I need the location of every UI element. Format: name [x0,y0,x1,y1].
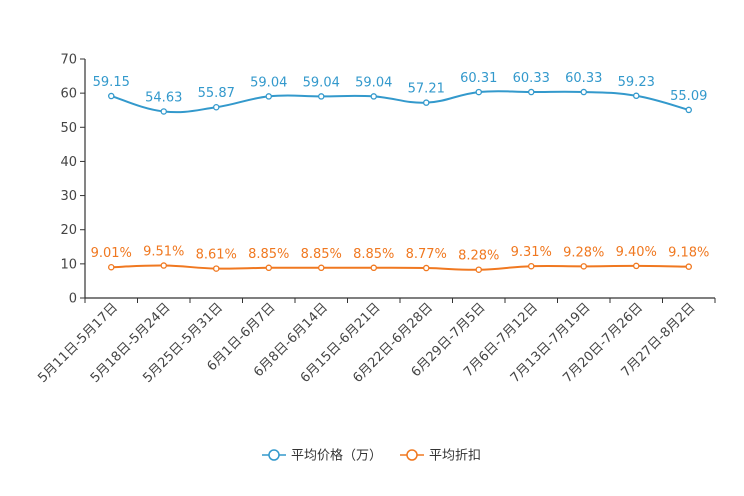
legend-label: 平均价格（万） [291,448,382,464]
data-point[interactable] [475,88,482,96]
data-point[interactable] [580,263,588,270]
series-0: 59.15 54.63 55.87 59.04 59.04 59.04 57.21 60.31… [93,71,707,115]
data-point[interactable] [212,265,220,272]
data-point[interactable] [370,93,377,100]
data-label: 9.28% [563,245,604,260]
data-label: 59.04 [355,75,392,90]
data-point[interactable] [160,262,167,269]
data-label: 60.31 [460,71,497,86]
data-point[interactable] [685,106,693,114]
data-point[interactable] [475,266,482,273]
data-label: 8.28% [458,249,499,264]
data-point[interactable] [528,88,535,96]
data-label: 8.85% [301,247,342,262]
data-point[interactable] [633,92,640,100]
legend-swatch-marker [406,449,418,461]
data-label: 59.15 [93,75,130,90]
legend-label: 平均折扣 [429,449,481,464]
data-label: 9.40% [616,245,657,260]
legend-item-1[interactable]: 平均折扣 [400,449,481,464]
legend-swatch-marker [268,449,280,461]
data-label: 8.61% [196,248,237,263]
y-tick-label: 70 [60,53,77,68]
data-label: 55.09 [670,89,707,104]
data-label: 59.04 [250,75,287,90]
data-label: 9.18% [668,246,709,261]
data-point[interactable] [317,93,325,100]
legend-item-0[interactable]: 平均价格（万） [262,448,382,464]
data-point[interactable] [160,108,167,115]
data-label: 60.33 [513,71,550,86]
chart-legend[interactable]: 平均价格（万） 平均折扣 [262,448,481,464]
data-point[interactable] [580,88,588,96]
y-tick-label: 10 [60,257,77,272]
data-label: 59.23 [618,75,655,90]
data-point[interactable] [528,262,535,270]
y-tick-label: 60 [60,87,77,102]
data-label: 59.04 [303,75,340,90]
y-tick-label: 40 [60,155,77,170]
series-1: 9.01% 9.51% 8.61% 8.85% 8.85% 8.85% 8.77% 8.28%… [91,245,709,273]
y-tick-label: 0 [69,292,77,307]
series-line [111,264,689,271]
data-point[interactable] [685,263,693,270]
series-line [110,90,690,114]
data-label: 8.77% [406,247,447,262]
data-point[interactable] [422,99,430,106]
data-point[interactable] [317,264,325,272]
data-point[interactable] [370,264,377,272]
data-label: 8.85% [353,247,394,262]
data-label: 9.31% [511,245,552,260]
data-label: 55.87 [198,86,235,101]
y-tick-label: 50 [60,121,77,136]
data-label: 57.21 [408,82,445,97]
data-point[interactable] [108,92,115,100]
data-point[interactable] [108,263,115,271]
data-point[interactable] [265,264,272,272]
data-point[interactable] [422,264,430,272]
data-point[interactable] [265,93,272,100]
data-label: 9.51% [143,245,184,260]
chart-series: 59.15 54.63 55.87 59.04 59.04 59.04 57.21 60.31… [91,71,709,273]
data-label: 9.01% [91,246,132,261]
y-tick-label: 30 [60,189,77,204]
chart-axes: 0102030405060705月11日-5月17日5月18日-5月24日5月2… [35,53,716,386]
data-label: 54.63 [145,90,182,105]
data-point[interactable] [212,103,220,111]
data-label: 8.85% [248,247,289,262]
data-point[interactable] [633,262,640,270]
data-label: 60.33 [565,71,602,86]
y-tick-label: 20 [60,223,77,238]
